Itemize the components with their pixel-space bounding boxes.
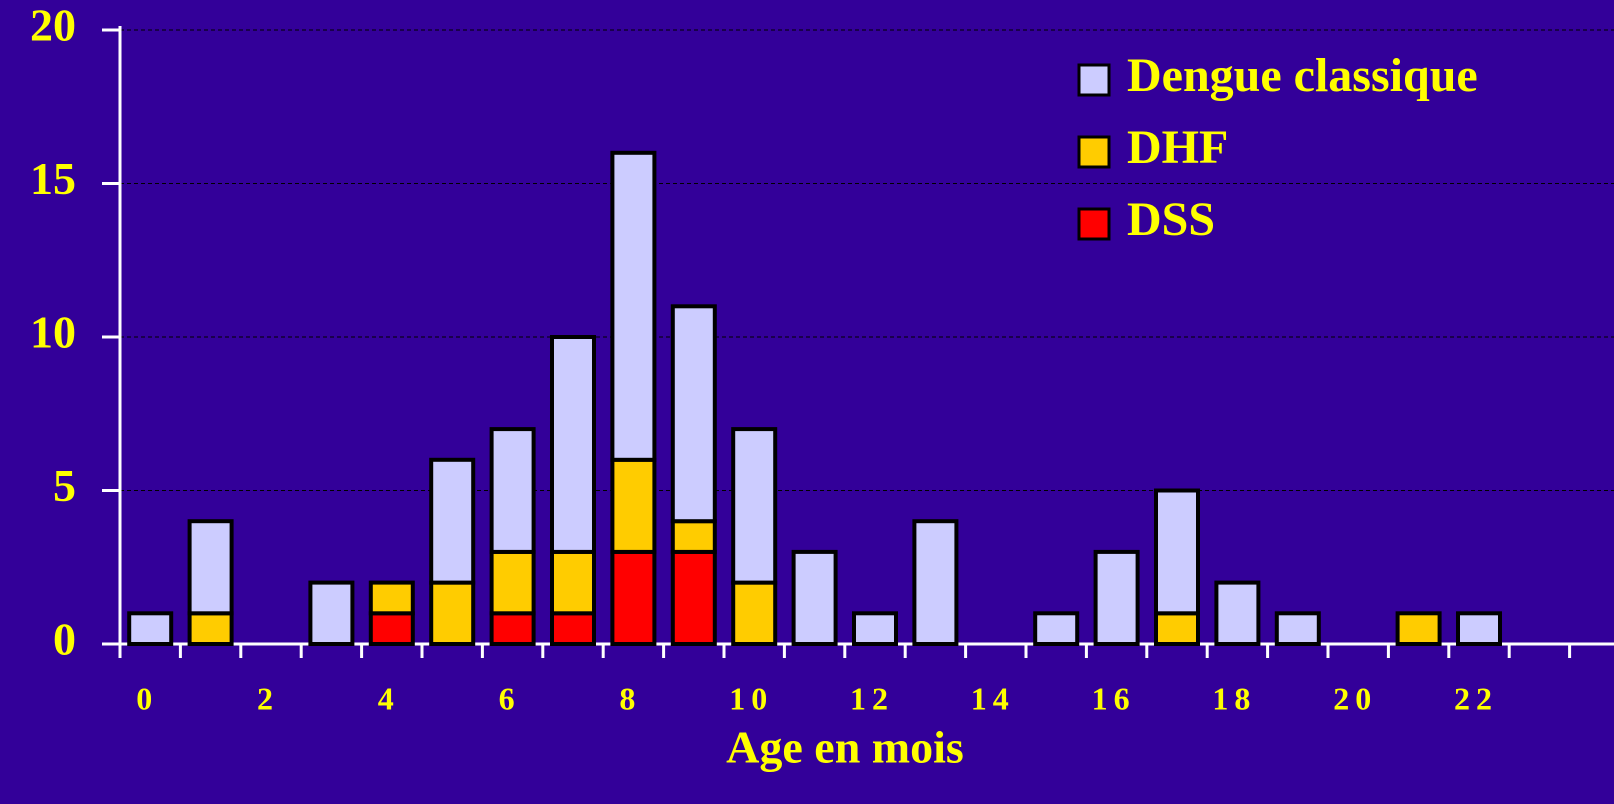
bar-segment (670, 549, 717, 647)
legend-swatch (1077, 207, 1111, 241)
y-tick-label: 0 (53, 614, 76, 665)
bar-segment (489, 611, 536, 646)
bar-segment (489, 549, 536, 616)
x-tick-label: 14 (971, 680, 1015, 716)
bar-segment (610, 457, 657, 554)
y-tick-label: 10 (30, 307, 76, 358)
x-tick-label: 6 (499, 680, 521, 716)
legend-label: Dengue classique (1127, 49, 1478, 102)
y-tick-label: 15 (30, 153, 76, 204)
bar-segment (610, 549, 657, 647)
bar-segment (1214, 580, 1261, 646)
bar-segment (429, 580, 476, 646)
legend-swatch (1077, 63, 1111, 97)
bar-segment (610, 150, 657, 462)
bar-segment (852, 611, 898, 646)
bar-segment (368, 611, 415, 646)
x-tick-label: 8 (619, 680, 641, 716)
bar-segment (368, 580, 415, 616)
bar-segment (791, 549, 838, 647)
bar-segment (308, 580, 355, 646)
x-axis-label: Age en mois (726, 722, 964, 773)
bar-segment (187, 611, 234, 646)
x-tick-label: 16 (1092, 680, 1136, 716)
bar-segment (550, 549, 596, 616)
bar-segment (187, 519, 234, 616)
x-tick-label: 0 (136, 680, 158, 716)
x-tick-label: 2 (257, 680, 279, 716)
legend-swatch (1077, 135, 1111, 169)
legend-label: DSS (1127, 193, 1215, 246)
x-tick-label: 12 (850, 680, 894, 716)
y-tick-label: 20 (30, 0, 76, 51)
bar-segment (489, 427, 536, 554)
bar-segment (912, 519, 959, 647)
bar-segment (670, 304, 717, 524)
bar-segment (1154, 611, 1200, 646)
x-tick-label: 20 (1333, 680, 1377, 716)
bar-segment (1033, 611, 1080, 646)
bar-segment (731, 427, 778, 585)
legend-label: DHF (1127, 121, 1228, 174)
bar-segment (550, 611, 596, 646)
x-tick-label: 4 (378, 680, 400, 716)
x-tick-label: 10 (729, 680, 773, 716)
bar-segment (1274, 611, 1321, 646)
bar-segment (550, 335, 596, 554)
bar-segment (1154, 488, 1200, 616)
x-tick-label: 22 (1454, 680, 1498, 716)
bar-segment (429, 457, 476, 585)
bar-segment (1093, 549, 1140, 647)
x-tick-label: 18 (1212, 680, 1256, 716)
bar-segment (1395, 611, 1442, 646)
y-tick-label: 5 (53, 460, 76, 511)
bar-segment (670, 519, 717, 554)
bar-segment (1456, 611, 1502, 646)
bar-segment (731, 580, 778, 646)
bar-segment (127, 611, 174, 646)
